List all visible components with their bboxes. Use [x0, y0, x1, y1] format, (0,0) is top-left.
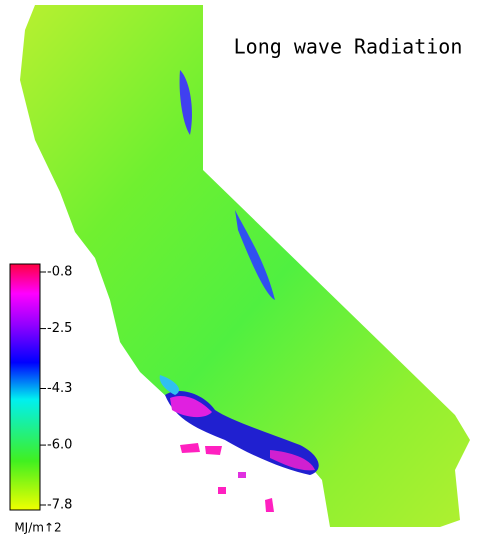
colorbar-tick-label: -0.8 [47, 265, 72, 280]
colorbar-label: MJ/m↑2 [14, 521, 61, 535]
colorbar-tick-label: -4.3 [47, 381, 72, 396]
colorbar [9, 263, 41, 511]
colorbar-tick-label: -2.5 [47, 321, 72, 336]
map-title: Long wave Radiation [234, 35, 463, 59]
california [20, 5, 470, 527]
high-radiation-areas [159, 70, 319, 512]
colorbar-ticks: -0.8 -2.5 -4.3 -6.0 -7.8 [40, 265, 72, 513]
colorbar-tick-label: -7.8 [47, 498, 72, 513]
colorbar-tick-label: -6.0 [47, 438, 72, 453]
